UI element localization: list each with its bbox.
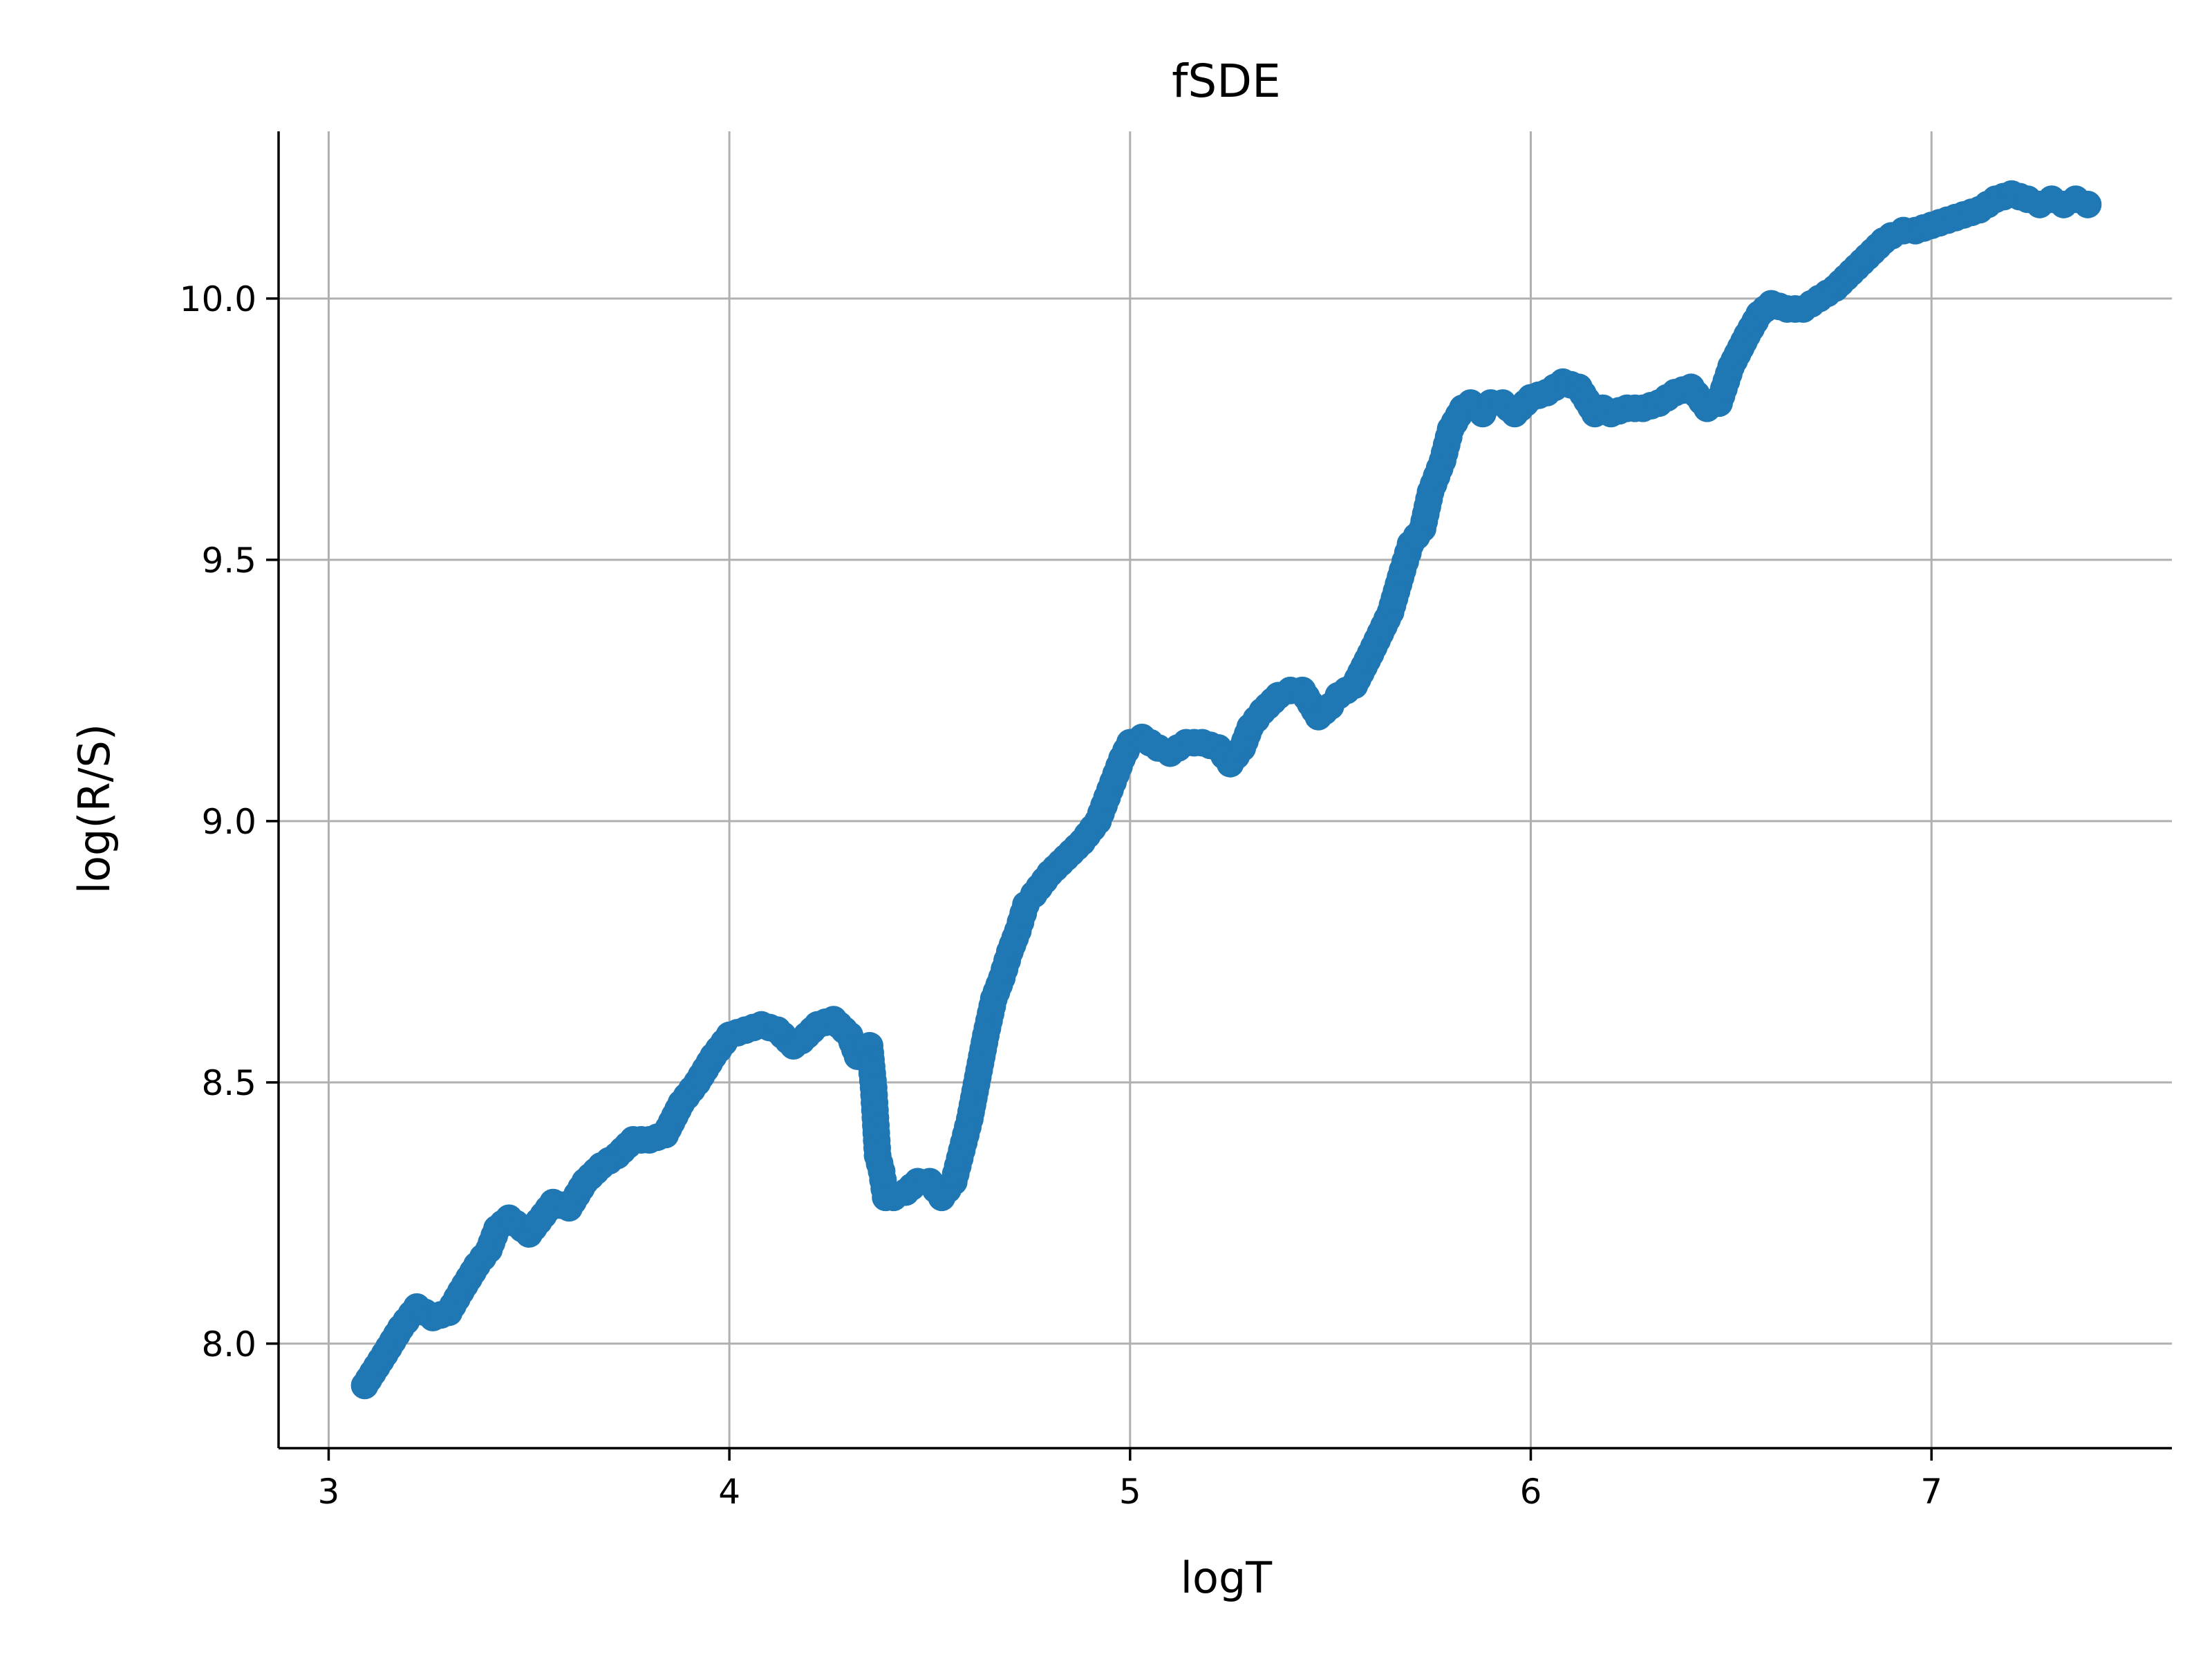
chart-title: fSDE — [1172, 55, 1281, 108]
x-axis-label: logT — [1181, 1553, 1273, 1603]
y-tick-label: 8.5 — [201, 1063, 256, 1103]
x-tick-label: 4 — [718, 1472, 740, 1512]
y-axis-label: log(R/S) — [69, 724, 120, 894]
data-point — [2074, 190, 2102, 218]
y-tick-label: 10.0 — [180, 279, 256, 319]
y-tick-label: 9.5 — [201, 541, 256, 581]
x-tick-label: 6 — [1520, 1472, 1542, 1512]
axes: 3 4 5 6 7 8.0 8.5 9.0 9.5 10.0 — [180, 131, 2172, 1512]
grid-lines — [279, 131, 2172, 1448]
y-tick-label: 9.0 — [201, 802, 256, 842]
x-tick-label: 7 — [1920, 1472, 1942, 1512]
x-tick-label: 5 — [1119, 1472, 1141, 1512]
x-tick-label: 3 — [318, 1472, 340, 1512]
data-points — [350, 180, 2102, 1400]
y-tick-label: 8.0 — [201, 1324, 256, 1365]
